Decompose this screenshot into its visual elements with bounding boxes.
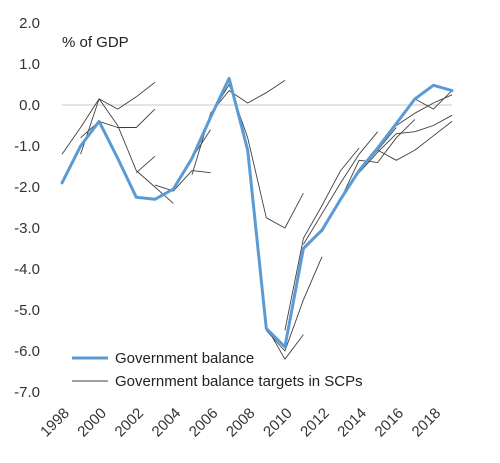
x-tick-label: 1998 bbox=[37, 405, 73, 441]
unit-label: % of GDP bbox=[62, 34, 129, 51]
x-tick-label: 2000 bbox=[74, 405, 110, 441]
x-axis-ticks: 1998 2000 2002 2004 2006 2008 2010 2012 2014 2016… bbox=[37, 405, 444, 441]
target-line bbox=[321, 127, 397, 233]
y-tick-label: -6.0 bbox=[14, 343, 40, 360]
y-axis-ticks: 2.0 1.0 0.0 -1.0 -2.0 -3.0 -4.0 -5.0 -6.0 -7.0 bbox=[14, 15, 40, 401]
x-tick-label: 2002 bbox=[112, 405, 148, 441]
y-tick-label: -7.0 bbox=[14, 384, 40, 401]
target-line bbox=[80, 108, 156, 139]
target-line bbox=[265, 256, 323, 352]
target-line bbox=[284, 147, 360, 331]
x-tick-label: 2014 bbox=[334, 405, 370, 441]
y-tick-label: -2.0 bbox=[14, 179, 40, 196]
target-line bbox=[61, 82, 156, 155]
y-tick-label: 2.0 bbox=[19, 15, 40, 32]
target-line bbox=[303, 131, 379, 245]
target-line bbox=[154, 170, 211, 192]
y-tick-label: -4.0 bbox=[14, 261, 40, 278]
target-line bbox=[136, 155, 156, 174]
target-lines bbox=[61, 78, 453, 360]
target-line bbox=[414, 90, 453, 110]
target-line bbox=[210, 84, 304, 229]
x-tick-label: 2010 bbox=[260, 405, 296, 441]
x-tick-label: 2016 bbox=[372, 405, 408, 441]
legend-label-targets: Government balance targets in SCPs bbox=[115, 373, 363, 390]
legend-label-government-balance: Government balance bbox=[115, 350, 254, 367]
target-line bbox=[340, 119, 416, 200]
x-tick-label: 2018 bbox=[409, 405, 445, 441]
x-tick-label: 2012 bbox=[297, 405, 333, 441]
series-line-government-balance bbox=[60, 76, 454, 349]
x-tick-label: 2004 bbox=[149, 405, 185, 441]
legend: Government balance Government balance ta… bbox=[72, 350, 363, 390]
y-tick-label: -3.0 bbox=[14, 220, 40, 237]
y-tick-label: -1.0 bbox=[14, 138, 40, 155]
y-tick-label: -5.0 bbox=[14, 302, 40, 319]
y-tick-label: 0.0 bbox=[19, 97, 40, 114]
main-series-lines bbox=[60, 76, 454, 349]
x-tick-label: 2006 bbox=[186, 405, 222, 441]
target-line bbox=[358, 114, 453, 174]
y-tick-label: 1.0 bbox=[19, 56, 40, 73]
target-line bbox=[396, 94, 453, 126]
target-line bbox=[377, 121, 453, 161]
x-tick-label: 2008 bbox=[223, 405, 259, 441]
target-line bbox=[80, 98, 174, 204]
